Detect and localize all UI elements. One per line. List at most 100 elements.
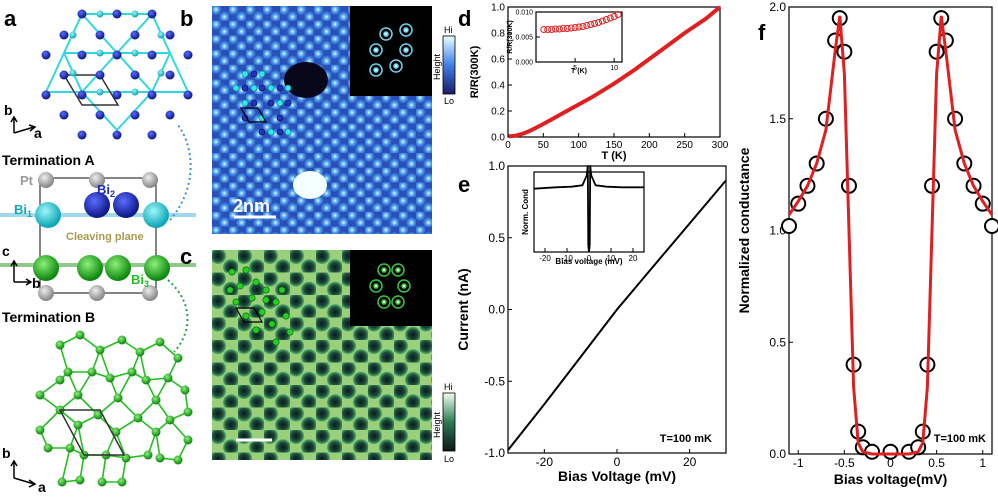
bi3-label: Bi3 [131,272,149,289]
colorbar-lo-c: Lo [444,454,454,464]
x-tick-label: -10 [561,254,573,263]
chart-d-inset: 5 10 0.000 0.005 0.010 T (K) R/R(300K) [507,9,623,75]
overlay-bi1-atoms-b [232,70,292,136]
x-tick-label: -20 [539,254,551,263]
data-point [984,218,998,235]
termination-a-lattice [41,9,193,140]
y-axis-label: Normalized conductance [736,147,752,313]
unit-cell [62,74,120,106]
y-tick-label: 1.5 [769,112,786,126]
inset-point [567,24,575,32]
chart-e-inset: -20 -10 0 10 20 Bias voltage (mV) Norm. Cond [521,165,645,266]
chart-e: -20 0 20 -1.0 -0.5 0.0 0.5 1.0 Bias Voltage (mV)… [455,159,727,484]
y-tick-label: 1.0 [488,159,505,173]
axis-a-label-top: a [34,125,42,141]
inset-point [579,23,587,30]
y-tick-label: 0.000 [515,59,533,66]
inset-point [552,25,560,33]
colorbar-b [442,35,456,95]
inset-point [591,20,599,27]
axis-glyph-bottom [10,459,37,488]
y-tick-label: 0.2 [491,107,505,118]
fft-peaks-c [369,263,411,309]
x-tick-label: 250 [676,140,693,151]
cleaving-plane-label: Cleaving plane [66,231,144,243]
y-axis-label: Norm. Cond [521,189,530,235]
axis-a-label-bottom: a [38,479,46,495]
inset-point [555,25,563,33]
panel-a: a [0,6,196,495]
x-tick-label: 1 [979,456,986,470]
x-tick-label: 0 [505,140,511,151]
inset-point [583,22,591,29]
panel-label-c: c [180,244,192,269]
termination-b-label: Termination B [2,309,95,325]
x-tick-label: 0.5 [928,456,945,470]
unit-cell-b [58,409,126,456]
x-axis-label: Bias Voltage (mV) [558,468,676,484]
termination-a-label: Termination A [2,152,95,168]
scale-label-b: 2nm [233,196,270,216]
axis-b-label-top: b [4,102,13,118]
inset-point [598,17,606,25]
pt-label: Pt [20,173,34,188]
chart-d: 0 50 100 150 200 250 300 0.0 0.2 0.4 0.6 0.8 1.0 T (K… [469,3,729,163]
overlay-bi3-atoms-c [226,266,294,346]
fft-inset-c [350,250,432,326]
y-tick-label: 0.5 [488,231,505,245]
axis-b-label-bottom: b [2,445,11,461]
annotation-temperature-e: T=100 mK [660,433,712,445]
data-point [882,443,899,460]
x-tick-label: 5 [573,65,577,72]
y-axis-label: Current (nA) [455,268,471,350]
arrow-to-termination-a [169,124,192,221]
inset-point [544,26,552,33]
colorbar-hi-b: Hi [444,25,453,35]
x-tick-label: -20 [536,455,554,469]
y-tick-label: 0.5 [769,335,786,349]
colorbar-title-b: Height [432,53,442,80]
x-axis-label: Bias voltage (mV) [555,257,622,266]
panel-label-a: a [4,6,17,31]
fit-line [787,15,994,456]
x-tick-label: 150 [606,140,623,151]
x-tick-label: 20 [629,254,638,263]
y-tick-label: 0.0 [769,447,786,461]
panel-label-f: f [758,20,766,45]
panel-label-b: b [180,6,193,31]
side-view [0,172,196,301]
y-axis-label: R/R(300K) [507,20,514,53]
fft-peaks-b [369,23,413,77]
inset-point [602,16,610,23]
bi1-label: Bi1 [14,202,32,219]
inset-point [540,26,548,33]
adatom-defect [293,171,327,199]
x-axis-label: Bias voltage(mV) [834,471,948,487]
x-tick-label: 200 [641,140,658,151]
series-line-iv [507,179,727,451]
axis-glyph-side [10,259,33,286]
chart-f-frame [788,6,993,455]
inset-cond-line [533,165,644,253]
y-tick-label: 2.0 [769,0,786,14]
chart-d-frame [507,6,721,138]
inset-point [610,13,618,20]
x-tick-label: 50 [538,140,550,151]
x-tick-label: 10 [607,254,616,263]
bi2-atoms [41,9,193,140]
vacancy-defect [284,62,328,98]
y-tick-label: -0.5 [484,374,505,388]
colorbar-hi-c: Hi [444,382,453,392]
x-axis-label: T (K) [601,150,626,162]
x-axis-label: T (K) [571,68,587,75]
annotation-temperature-f: T=100 mK [934,433,986,445]
axis-c-label: c [2,243,10,259]
x-tick-label: -1 [793,456,804,470]
panel-b: b 2nm Hi Lo Height [180,6,456,234]
x-tick-label: 0 [614,455,621,469]
series-line-r-vs-t [508,5,722,139]
x-tick-label: 100 [570,140,587,151]
